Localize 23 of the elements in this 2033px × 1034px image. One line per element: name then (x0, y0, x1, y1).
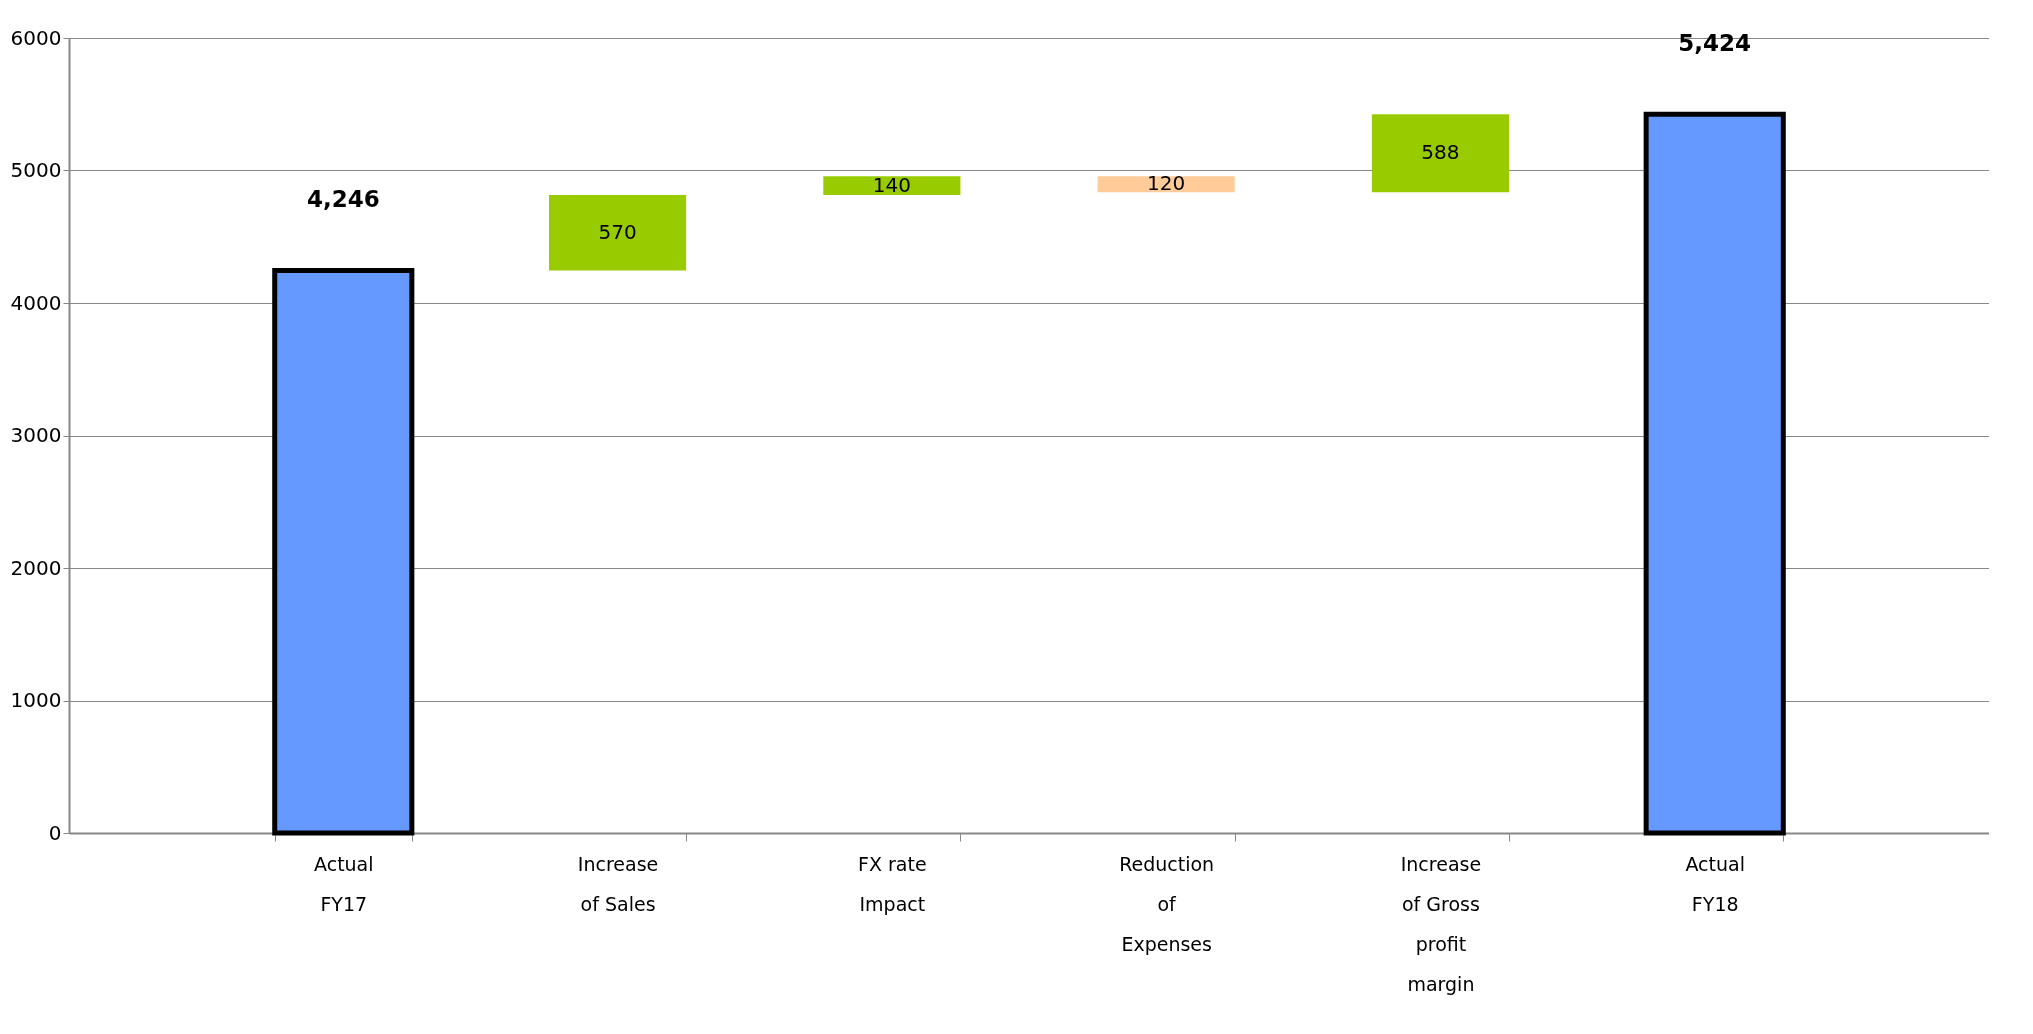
x-tick-label: Increase of Sales (577, 852, 659, 915)
data-label: 570 (598, 219, 637, 244)
y-tick-label: 5000 (10, 158, 62, 182)
bar (1371, 114, 1509, 193)
data-label: 588 (1421, 140, 1460, 165)
data-label: 140 (872, 172, 911, 197)
x-tick-label: FX rate Impact (858, 852, 927, 915)
y-tick-label: 3000 (10, 423, 62, 447)
y-tick-label: 0 (48, 820, 62, 845)
x-tick-label: Actual FY18 (1685, 852, 1745, 915)
data-label: 4,246 (306, 186, 380, 213)
data-label: 5,424 (1678, 30, 1752, 57)
bar (823, 176, 961, 195)
x-tick-label: Increase of Gross profit margin (1400, 852, 1482, 995)
y-tick-label: 4000 (10, 290, 62, 315)
bar (1097, 176, 1235, 193)
x-tick-label: Reduction of Expenses (1119, 852, 1215, 955)
y-tick-label: 6000 (10, 25, 62, 50)
y-tick-label: 2000 (10, 555, 62, 580)
data-label: 120 (1147, 171, 1186, 196)
x-tick-label: Actual FY17 (314, 852, 374, 915)
bar (549, 194, 687, 271)
y-tick-label: 1000 (10, 688, 62, 712)
